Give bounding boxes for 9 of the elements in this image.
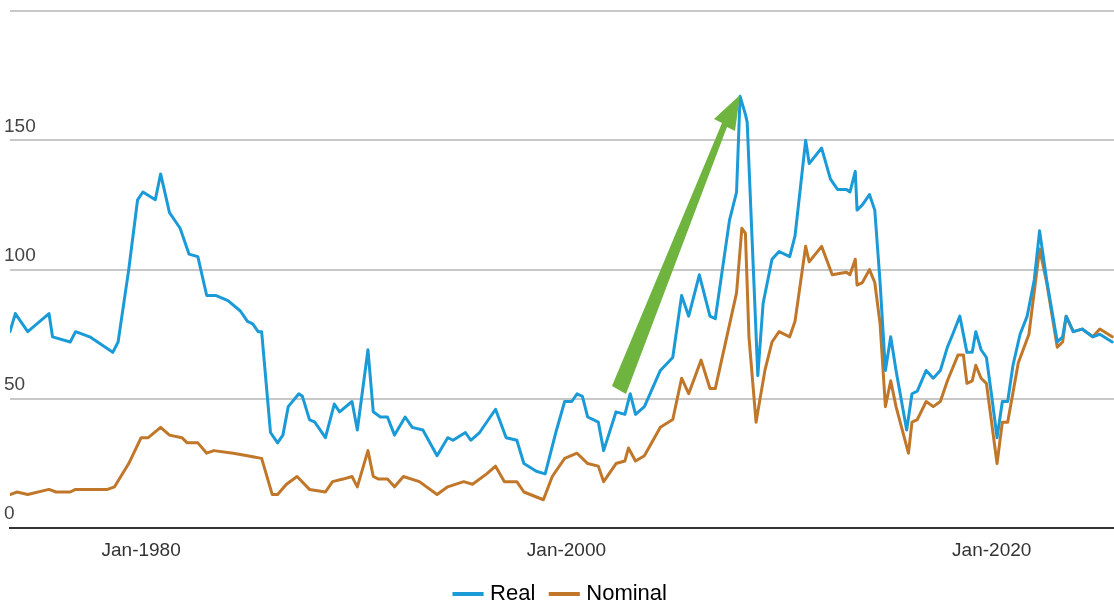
legend-label: Nominal	[586, 580, 667, 606]
y-tick-label: 100	[4, 243, 36, 265]
legend-label: Real	[490, 580, 536, 606]
y-tick-label: 150	[4, 114, 36, 136]
x-tick-label: Jan-1980	[101, 538, 181, 560]
x-tick-label: Jan-2020	[952, 538, 1032, 560]
y-tick-label: 50	[4, 373, 26, 395]
y-tick-label: 0	[4, 502, 15, 524]
x-tick-label: Jan-2000	[526, 538, 607, 560]
